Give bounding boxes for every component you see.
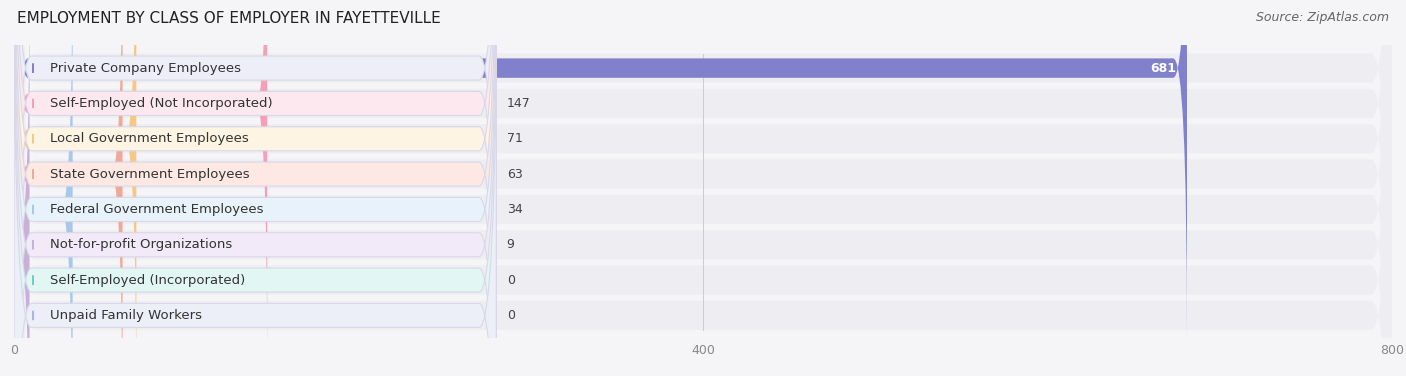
FancyBboxPatch shape	[14, 0, 1392, 376]
Text: 0: 0	[506, 309, 515, 322]
Text: Federal Government Employees: Federal Government Employees	[51, 203, 264, 216]
Text: 9: 9	[506, 238, 515, 251]
Text: Source: ZipAtlas.com: Source: ZipAtlas.com	[1256, 11, 1389, 24]
FancyBboxPatch shape	[14, 0, 496, 376]
Text: Private Company Employees: Private Company Employees	[51, 62, 242, 74]
Text: Unpaid Family Workers: Unpaid Family Workers	[51, 309, 202, 322]
FancyBboxPatch shape	[14, 0, 30, 376]
FancyBboxPatch shape	[14, 0, 136, 376]
FancyBboxPatch shape	[14, 0, 496, 376]
FancyBboxPatch shape	[14, 0, 496, 376]
FancyBboxPatch shape	[14, 0, 496, 376]
Text: 63: 63	[506, 168, 523, 180]
Text: 681: 681	[1150, 62, 1177, 74]
FancyBboxPatch shape	[14, 0, 496, 376]
FancyBboxPatch shape	[14, 0, 1187, 341]
FancyBboxPatch shape	[14, 0, 1392, 376]
Text: Self-Employed (Incorporated): Self-Employed (Incorporated)	[51, 274, 246, 287]
FancyBboxPatch shape	[14, 0, 73, 376]
FancyBboxPatch shape	[14, 0, 122, 376]
FancyBboxPatch shape	[14, 0, 496, 376]
FancyBboxPatch shape	[14, 0, 1392, 376]
Text: 147: 147	[506, 97, 530, 110]
FancyBboxPatch shape	[14, 0, 1392, 376]
FancyBboxPatch shape	[14, 0, 1392, 376]
Text: 71: 71	[506, 132, 523, 145]
FancyBboxPatch shape	[14, 0, 1392, 376]
Text: EMPLOYMENT BY CLASS OF EMPLOYER IN FAYETTEVILLE: EMPLOYMENT BY CLASS OF EMPLOYER IN FAYET…	[17, 11, 440, 26]
FancyBboxPatch shape	[14, 0, 1392, 376]
Text: 0: 0	[506, 274, 515, 287]
Text: Local Government Employees: Local Government Employees	[51, 132, 249, 145]
Text: 34: 34	[506, 203, 523, 216]
FancyBboxPatch shape	[14, 0, 1392, 376]
FancyBboxPatch shape	[14, 0, 496, 376]
Text: State Government Employees: State Government Employees	[51, 168, 250, 180]
FancyBboxPatch shape	[14, 0, 496, 376]
Text: Self-Employed (Not Incorporated): Self-Employed (Not Incorporated)	[51, 97, 273, 110]
Text: Not-for-profit Organizations: Not-for-profit Organizations	[51, 238, 232, 251]
FancyBboxPatch shape	[14, 0, 267, 376]
